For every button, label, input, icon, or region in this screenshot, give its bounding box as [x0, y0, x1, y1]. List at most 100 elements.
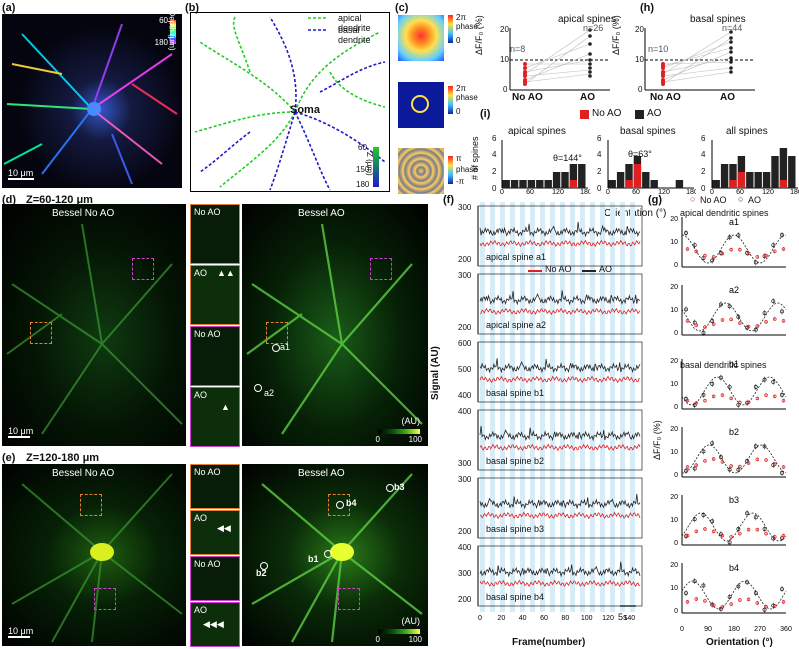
z-tick-180: 180 [356, 180, 370, 189]
i-legend-ao-label: AO [647, 108, 662, 119]
e-inset-noao-2: No AO [190, 556, 240, 601]
g-point-ao [780, 392, 784, 397]
phase-zero-1: 0 [456, 36, 461, 45]
e-roi-magenta [94, 588, 116, 610]
d-noao-dendrites [6, 223, 183, 435]
g-point-ao [692, 320, 697, 325]
g-point-ao [684, 468, 688, 473]
f-ytick: 500 [458, 365, 472, 374]
g-point-noao [773, 249, 777, 254]
g-xtick: 360 [780, 626, 792, 633]
g-point-ao [780, 309, 784, 314]
f-scale: 5s [618, 612, 628, 622]
i-bar-ao [712, 180, 720, 188]
f-trace-box [477, 273, 643, 335]
i-bar-ao [616, 172, 625, 188]
depth-label: Depth (μm) [167, 14, 177, 51]
i-legend-ao-swatch [635, 110, 644, 119]
i-basal-histogram: 0 60 120 180 [606, 140, 696, 194]
phase-pi-3: π [456, 154, 462, 163]
g-point-ao [762, 444, 767, 449]
i-bar-ao [650, 180, 658, 188]
d-title: Z=60-120 μm [26, 194, 93, 206]
e-cbar-label: (AU) [401, 616, 421, 626]
i-bar-noao [737, 172, 746, 188]
g-point-noao [773, 394, 777, 399]
g-point-ao [736, 467, 741, 472]
i-bar-ao [720, 164, 729, 188]
roi-b2-marker [260, 562, 268, 570]
g-plot-b4: 20 10 0 b4 [670, 562, 787, 615]
i-bar-ao [519, 180, 527, 188]
z-colorbar [373, 147, 379, 187]
f-trace-noao [479, 579, 641, 588]
f-trace-label: apical spine a2 [486, 320, 547, 330]
h-n-basal-ao: n=44 [722, 23, 743, 33]
e-ao-roi-orange [328, 494, 350, 516]
g-point-ao [727, 467, 732, 472]
g-xtick: 0 [680, 626, 684, 633]
g-point-noao [764, 531, 768, 536]
i-bar-ao [536, 180, 544, 188]
soma-label: Soma [290, 104, 320, 116]
f-trace-label: apical spine a1 [486, 252, 547, 262]
panel-b-label: (b) [185, 2, 200, 14]
g-point-noao [694, 323, 698, 327]
h-ylabel-1: ΔF/F₀ (%) [474, 15, 484, 55]
g-fit-curve [681, 580, 787, 610]
g-point-noao [729, 396, 733, 401]
d-ao-image: Bessel AO a1 a2 (AU) 0 100 [242, 204, 428, 446]
f-stim-stripe [510, 202, 515, 612]
h1-ytick-20: 20 [500, 25, 509, 34]
g-point-ao [701, 513, 706, 517]
g-spine-name: a1 [729, 217, 739, 227]
neuron-dendrites-colored [3, 23, 178, 185]
g-point-ao [762, 527, 767, 531]
g-point-noao [755, 396, 760, 401]
g-point-noao [746, 324, 751, 329]
g-point-ao [762, 311, 767, 316]
i-bar-ao [729, 164, 737, 188]
g-point-noao [711, 457, 716, 461]
g-point-ao [684, 591, 688, 595]
g-plot-a2: 20 10 0 a2 [670, 284, 787, 337]
g-point-noao [755, 527, 760, 532]
f-trace-box [477, 205, 643, 267]
g-xtick: 180 [728, 626, 740, 633]
i-bar-noao [625, 180, 633, 188]
panel-e-label: (e) [2, 452, 16, 464]
g-point-noao [703, 599, 707, 603]
g-ytick: 20 [670, 562, 678, 569]
f-trace-box [477, 545, 643, 607]
dendrite-tracing-diagram: apical dendrite basal dendrite Soma 60 1… [190, 12, 390, 192]
g-point-noao [685, 319, 690, 323]
d-ao-roi-orange [266, 322, 288, 344]
f-trace-ao [479, 221, 641, 238]
f-ytick: 300 [458, 475, 472, 484]
z-label: Z (μm) [365, 152, 374, 176]
g-point-noao [703, 398, 707, 403]
roi-b1-marker [324, 550, 332, 558]
d-inset-noao-2: No AO [190, 326, 240, 386]
g-point-noao [746, 527, 751, 532]
i-theta-basal: θ=63° [628, 149, 652, 159]
i-bar-ao [502, 180, 510, 188]
roi-b2-label: b2 [256, 568, 267, 578]
e-noao-title: Bessel No AO [52, 468, 115, 479]
g-ytick: 10 [670, 585, 678, 592]
g-point-ao [692, 517, 697, 522]
g-point-noao [711, 255, 716, 259]
g-ytick: 20 [670, 494, 678, 501]
g-point-noao [746, 251, 751, 256]
g-point-ao [745, 511, 750, 516]
d-cbar-max: 100 [408, 435, 422, 444]
f-trace-ao [479, 561, 641, 578]
g-spine-name: b3 [729, 495, 739, 505]
f-stim-stripe [570, 202, 575, 612]
i-xtick: 60 [736, 189, 744, 194]
g-point-noao [703, 527, 707, 531]
h-n-apical-ao: n=26 [583, 23, 604, 33]
i-xtick: 120 [552, 189, 564, 194]
d-noao-title: Bessel No AO [52, 208, 115, 219]
g-point-ao [701, 256, 706, 261]
